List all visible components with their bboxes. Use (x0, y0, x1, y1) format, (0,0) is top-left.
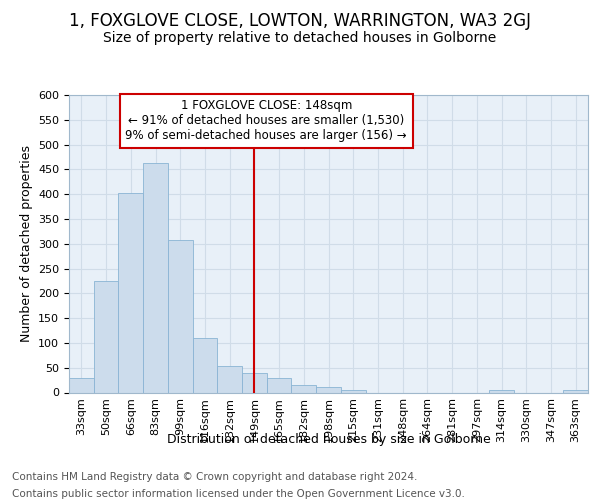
Bar (143, 163, 168, 392)
Bar (563, 390, 588, 392)
Bar (94, 281, 118, 392)
Text: 1, FOXGLOVE CLOSE, LOWTON, WARRINGTON, WA3 2GJ: 1, FOXGLOVE CLOSE, LOWTON, WARRINGTON, W… (69, 12, 531, 30)
Bar (217, 366, 242, 392)
Text: Size of property relative to detached houses in Golborne: Size of property relative to detached ho… (103, 31, 497, 45)
Text: Contains HM Land Registry data © Crown copyright and database right 2024.: Contains HM Land Registry data © Crown c… (12, 472, 418, 482)
Text: Contains public sector information licensed under the Open Government Licence v3: Contains public sector information licen… (12, 489, 465, 499)
Bar (193, 338, 217, 392)
Bar (168, 240, 193, 392)
Bar (69, 378, 94, 392)
Bar (118, 192, 143, 392)
Bar (242, 372, 267, 392)
Y-axis label: Number of detached properties: Number of detached properties (20, 145, 32, 342)
Text: 1 FOXGLOVE CLOSE: 148sqm
← 91% of detached houses are smaller (1,530)
9% of semi: 1 FOXGLOVE CLOSE: 148sqm ← 91% of detach… (125, 100, 407, 142)
Bar (267, 378, 292, 392)
Text: Distribution of detached houses by size in Golborne: Distribution of detached houses by size … (167, 432, 491, 446)
Bar (292, 385, 316, 392)
Bar (316, 386, 341, 392)
Bar (341, 390, 365, 392)
Bar (489, 390, 514, 392)
